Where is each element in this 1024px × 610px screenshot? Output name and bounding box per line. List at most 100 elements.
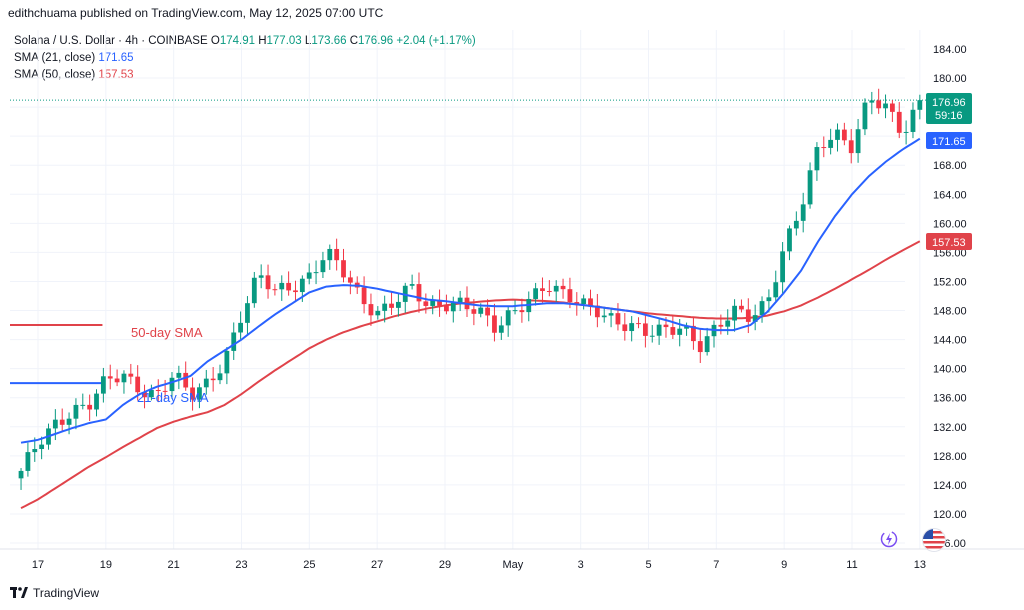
- candle[interactable]: [807, 162, 813, 209]
- candle[interactable]: [382, 295, 388, 323]
- candle[interactable]: [656, 319, 662, 345]
- candle[interactable]: [320, 251, 326, 279]
- symbol-name[interactable]: Solana / U.S. Dollar · 4h · COINBASE: [14, 35, 208, 47]
- candle[interactable]: [251, 271, 257, 308]
- candle[interactable]: [197, 383, 202, 409]
- candle[interactable]: [800, 192, 806, 233]
- candle[interactable]: [100, 367, 106, 403]
- candle[interactable]: [224, 347, 230, 385]
- candle[interactable]: [286, 271, 292, 296]
- candle[interactable]: [272, 283, 278, 296]
- candle[interactable]: [375, 306, 381, 320]
- candle[interactable]: [464, 286, 470, 317]
- candle[interactable]: [553, 280, 559, 302]
- candle[interactable]: [793, 211, 799, 236]
- candle[interactable]: [546, 280, 552, 297]
- candle[interactable]: [910, 102, 916, 139]
- candle[interactable]: [210, 367, 216, 392]
- candle[interactable]: [608, 309, 614, 328]
- candle[interactable]: [94, 389, 99, 417]
- candle[interactable]: [18, 468, 24, 490]
- candle[interactable]: [917, 94, 923, 120]
- candle[interactable]: [649, 325, 655, 343]
- candle[interactable]: [869, 91, 875, 115]
- candle[interactable]: [389, 292, 394, 315]
- candle[interactable]: [821, 136, 827, 158]
- candle[interactable]: [560, 278, 566, 299]
- candle[interactable]: [519, 298, 525, 323]
- candle[interactable]: [231, 322, 237, 360]
- candle[interactable]: [862, 98, 868, 136]
- candle[interactable]: [450, 296, 456, 323]
- sma21-row[interactable]: SMA (21, close) 171.65: [14, 50, 476, 67]
- candle[interactable]: [361, 276, 367, 314]
- candle[interactable]: [334, 238, 340, 271]
- candle[interactable]: [238, 311, 243, 340]
- candle[interactable]: [883, 94, 888, 119]
- candle[interactable]: [787, 225, 792, 261]
- candle[interactable]: [347, 270, 353, 295]
- candle[interactable]: [773, 270, 779, 301]
- candle[interactable]: [142, 384, 147, 409]
- candle[interactable]: [25, 442, 31, 477]
- candle[interactable]: [258, 264, 264, 289]
- candle[interactable]: [684, 322, 689, 336]
- candle[interactable]: [540, 277, 545, 303]
- footer-brand[interactable]: TradingView: [33, 586, 100, 600]
- us-flag-icon[interactable]: [922, 528, 946, 552]
- candle[interactable]: [752, 304, 758, 331]
- candle[interactable]: [176, 365, 182, 390]
- candle[interactable]: [162, 379, 168, 400]
- candle[interactable]: [327, 244, 333, 270]
- candle[interactable]: [581, 294, 587, 310]
- candle[interactable]: [739, 299, 744, 313]
- candle[interactable]: [876, 88, 882, 114]
- candle[interactable]: [691, 316, 696, 350]
- candle[interactable]: [183, 361, 189, 391]
- candle[interactable]: [828, 128, 834, 155]
- candle[interactable]: [505, 306, 511, 337]
- candle[interactable]: [615, 303, 621, 331]
- candle[interactable]: [39, 436, 45, 460]
- candle[interactable]: [409, 274, 415, 290]
- candle[interactable]: [814, 142, 820, 181]
- candle[interactable]: [121, 370, 127, 394]
- candle[interactable]: [492, 303, 497, 342]
- time-axis[interactable]: 17 19 21 23 25 27 29 May 3 5 7 9 11 13: [32, 559, 926, 571]
- candle[interactable]: [59, 408, 65, 432]
- candle[interactable]: [107, 364, 113, 390]
- candle[interactable]: [66, 412, 72, 435]
- candle[interactable]: [889, 100, 895, 122]
- candle[interactable]: [896, 102, 902, 139]
- candle[interactable]: [670, 315, 676, 339]
- lightning-icon[interactable]: [878, 528, 900, 550]
- candle[interactable]: [759, 296, 765, 323]
- candle[interactable]: [732, 299, 737, 332]
- candle[interactable]: [903, 120, 909, 145]
- candles[interactable]: [18, 88, 923, 490]
- candle[interactable]: [622, 313, 628, 341]
- candle[interactable]: [190, 377, 195, 411]
- candle[interactable]: [217, 364, 223, 385]
- candle[interactable]: [203, 369, 209, 395]
- candle[interactable]: [149, 384, 154, 401]
- candle[interactable]: [265, 264, 271, 299]
- candle[interactable]: [526, 291, 532, 322]
- candle[interactable]: [471, 298, 477, 326]
- candle[interactable]: [306, 263, 312, 285]
- candle[interactable]: [745, 298, 751, 334]
- candle[interactable]: [87, 394, 93, 422]
- candle[interactable]: [437, 289, 442, 317]
- candle[interactable]: [601, 306, 607, 323]
- candle[interactable]: [368, 293, 374, 326]
- candle[interactable]: [711, 320, 717, 348]
- candle[interactable]: [444, 294, 449, 315]
- candle[interactable]: [780, 242, 786, 294]
- candle[interactable]: [588, 289, 593, 316]
- candle[interactable]: [169, 372, 175, 399]
- candle[interactable]: [73, 398, 79, 430]
- candle[interactable]: [855, 118, 861, 163]
- candle[interactable]: [841, 122, 847, 146]
- candle[interactable]: [498, 316, 504, 340]
